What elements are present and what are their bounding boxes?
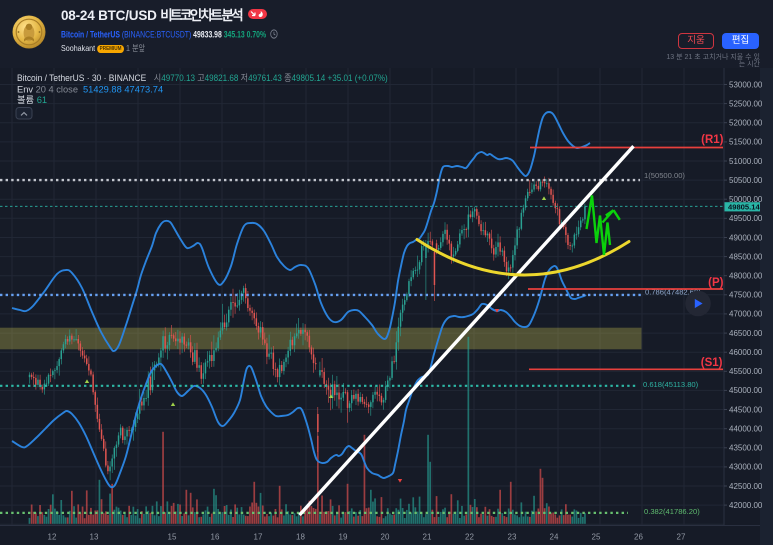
svg-text:17: 17 [254, 533, 263, 542]
svg-text:21: 21 [423, 533, 432, 542]
svg-text:53000.00: 53000.00 [729, 80, 763, 89]
svg-text:Bitcoin / TetherUS · 30 · BINA: Bitcoin / TetherUS · 30 · BINANCE 시49770… [17, 73, 388, 84]
svg-text:1(50500.00): 1(50500.00) [644, 171, 685, 180]
svg-text:0.382(41786.20): 0.382(41786.20) [644, 507, 700, 516]
svg-text:27: 27 [677, 533, 686, 542]
svg-text:51500.00: 51500.00 [729, 138, 763, 147]
svg-text:12: 12 [48, 533, 57, 542]
svg-text:52500.00: 52500.00 [729, 99, 763, 108]
svg-text:44500.00: 44500.00 [729, 405, 763, 414]
svg-text:0.618(45113.80): 0.618(45113.80) [643, 380, 699, 389]
svg-text:15: 15 [168, 533, 177, 542]
svg-text:42000.00: 42000.00 [729, 501, 763, 510]
svg-text:22: 22 [465, 533, 474, 542]
svg-text:51000.00: 51000.00 [729, 157, 763, 166]
svg-text:13: 13 [90, 533, 99, 542]
svg-text:49805.14: 49805.14 [728, 203, 760, 212]
svg-text:49500.00: 49500.00 [729, 214, 763, 223]
svg-text:50500.00: 50500.00 [729, 176, 763, 185]
svg-text:볼륨 61: 볼륨 61 [17, 95, 47, 105]
svg-text:(S1): (S1) [701, 357, 723, 369]
svg-text:0.786(47482.60): 0.786(47482.60) [645, 287, 701, 296]
svg-text:45000.00: 45000.00 [729, 386, 763, 395]
svg-text:18: 18 [296, 533, 305, 542]
svg-text:24: 24 [550, 533, 559, 542]
svg-text:20: 20 [381, 533, 390, 542]
svg-text:42500.00: 42500.00 [729, 482, 763, 491]
svg-text:52000.00: 52000.00 [729, 119, 763, 128]
svg-text:48500.00: 48500.00 [729, 252, 763, 261]
svg-text:23: 23 [508, 533, 517, 542]
svg-text:47500.00: 47500.00 [729, 291, 763, 300]
svg-text:45500.00: 45500.00 [729, 367, 763, 376]
svg-text:43000.00: 43000.00 [729, 463, 763, 472]
svg-text:49000.00: 49000.00 [729, 233, 763, 242]
svg-text:26: 26 [634, 533, 643, 542]
svg-text:19: 19 [339, 533, 348, 542]
svg-text:46000.00: 46000.00 [729, 348, 763, 357]
svg-text:43500.00: 43500.00 [729, 444, 763, 453]
svg-text:47000.00: 47000.00 [729, 310, 763, 319]
svg-text:46500.00: 46500.00 [729, 329, 763, 338]
svg-text:(R1): (R1) [701, 134, 724, 146]
svg-text:48000.00: 48000.00 [729, 272, 763, 281]
svg-text:16: 16 [211, 533, 220, 542]
svg-text:50000.00: 50000.00 [729, 195, 763, 204]
svg-text:44000.00: 44000.00 [729, 425, 763, 434]
svg-text:(P): (P) [708, 277, 724, 289]
svg-text:25: 25 [592, 533, 601, 542]
